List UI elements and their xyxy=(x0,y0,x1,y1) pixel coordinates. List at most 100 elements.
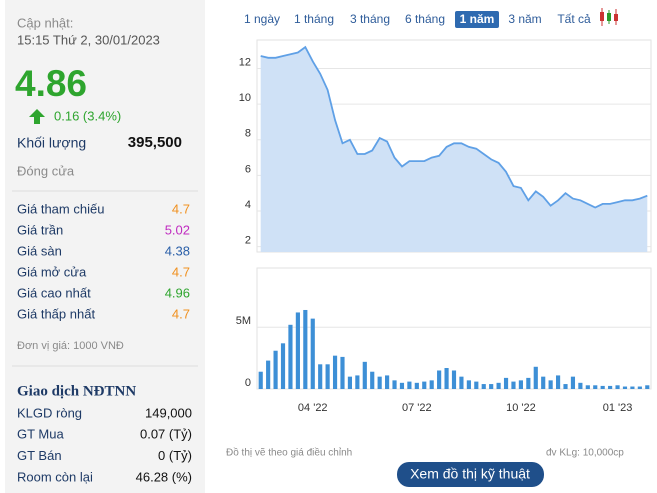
volume-bar xyxy=(377,376,382,389)
volume-bar xyxy=(325,364,330,389)
price-value: 4.7 xyxy=(172,201,190,216)
charts: 2 4 6 8 10 12 0 5M 04 '22 07 '22 10 '22 01 '23 xyxy=(236,39,652,414)
volume-bar xyxy=(407,381,412,389)
volume-bar xyxy=(422,381,427,389)
volume-bar xyxy=(273,350,278,389)
volume-bar xyxy=(437,370,442,389)
volume-bar xyxy=(258,371,263,389)
y-tick-label: 4 xyxy=(245,199,251,211)
foreign-label: Room còn lại xyxy=(17,469,93,484)
volume-bar xyxy=(533,366,538,389)
volume-bar xyxy=(310,318,315,389)
volume-bar xyxy=(399,382,405,389)
volume-bar xyxy=(593,385,598,389)
y-tick-label: 10 xyxy=(239,92,251,104)
volume-bar xyxy=(489,384,494,389)
volume-bar xyxy=(600,385,605,389)
foreign-value: 0.07 (Tỷ) xyxy=(140,427,192,442)
price-label: Giá sàn xyxy=(17,243,62,258)
price-value: 4.38 xyxy=(165,243,190,258)
volume-bar xyxy=(526,377,531,389)
volume-bar xyxy=(481,384,486,389)
volume-bar xyxy=(414,382,419,389)
volume-label: Khối lượng xyxy=(17,135,86,151)
foreign-label: GT Bán xyxy=(17,448,62,463)
y-tick-label: 2 xyxy=(245,235,251,247)
range-button[interactable]: 1 năm xyxy=(460,12,495,26)
range-button[interactable]: 3 tháng xyxy=(350,12,390,26)
range-button[interactable]: 1 ngày xyxy=(244,12,280,26)
volume-bar xyxy=(645,385,650,389)
volume-value: 395,500 xyxy=(128,134,182,151)
volume-bar xyxy=(288,324,293,389)
range-button-selected[interactable] xyxy=(455,11,499,28)
volume-bar xyxy=(451,370,457,389)
volume-bar xyxy=(444,368,449,389)
price-label: Giá trần xyxy=(17,222,63,237)
range-button[interactable]: 1 tháng xyxy=(294,12,334,26)
y-tick-label: 12 xyxy=(239,56,251,68)
volume-bar xyxy=(466,380,471,389)
volume-bar xyxy=(518,380,523,389)
footer-unit: đv KLg: 10,000cp xyxy=(546,448,624,459)
volume-bar xyxy=(295,312,300,389)
price-label: Giá tham chiếu xyxy=(17,201,104,216)
x-tick-label: 10 '22 xyxy=(506,402,536,414)
info-panel xyxy=(5,0,205,493)
y-tick-label: 0 xyxy=(245,377,251,389)
volume-bar xyxy=(496,382,501,389)
volume-bar xyxy=(459,376,464,389)
price: 4.86 xyxy=(15,63,87,104)
volume-bar xyxy=(548,380,553,389)
price-value: 4.7 xyxy=(172,264,190,279)
footer-note: Đồ thị vẽ theo giá điều chỉnh xyxy=(226,447,352,459)
range-button[interactable]: Tất cả xyxy=(557,12,591,26)
up-arrow xyxy=(29,109,45,124)
x-tick-label: 01 '23 xyxy=(603,402,633,414)
price-label: Giá mở cửa xyxy=(17,264,87,279)
foreign-label: GT Mua xyxy=(17,427,64,442)
status: Đóng cửa xyxy=(17,163,75,178)
range-button[interactable]: 6 tháng xyxy=(405,12,445,26)
volume-bar xyxy=(347,376,353,389)
range-button[interactable]: 3 năm xyxy=(508,12,541,26)
tech-chart-button-label[interactable]: Xem đồ thị kỹ thuật xyxy=(410,466,530,482)
tech-chart-button[interactable] xyxy=(397,462,544,487)
price-change: 0.16 (3.4%) xyxy=(54,108,121,123)
foreign-value: 149,000 xyxy=(145,405,192,420)
candle-body xyxy=(600,12,604,21)
foreign-value: 46.28 (%) xyxy=(136,469,192,484)
update-time: 15:15 Thứ 2, 30/01/2023 xyxy=(17,32,160,47)
volume-bar xyxy=(318,364,323,389)
price-label: Giá thấp nhất xyxy=(17,306,95,321)
volume-bar xyxy=(355,375,360,389)
y-tick-label: 8 xyxy=(245,128,251,140)
price-value: 5.02 xyxy=(165,222,190,237)
volume-bar xyxy=(578,382,583,389)
volume-bar xyxy=(541,376,546,389)
foreign-value: 0 (Tỷ) xyxy=(158,448,192,463)
volume-bar xyxy=(385,375,390,389)
foreign-title: Giao dịch NĐTNN xyxy=(17,383,136,399)
volume-bar xyxy=(392,380,397,389)
y-tick-label: 6 xyxy=(245,163,251,175)
volume-bar xyxy=(266,360,271,389)
price-value: 4.96 xyxy=(165,285,190,300)
volume-bar xyxy=(630,386,635,389)
price-value: 4.7 xyxy=(172,306,190,321)
volume-bar xyxy=(563,384,568,389)
volume-bar xyxy=(555,375,561,389)
volume-bar xyxy=(615,385,620,389)
y-tick-label: 5M xyxy=(236,315,251,327)
volume-bar xyxy=(332,355,338,389)
volume-bar xyxy=(362,361,367,389)
volume-bar xyxy=(303,309,308,389)
volume-bar xyxy=(503,377,509,389)
x-tick-label: 07 '22 xyxy=(402,402,432,414)
unit-note: Đơn vị giá: 1000 VNĐ xyxy=(17,340,124,352)
volume-bar xyxy=(429,380,434,389)
foreign-table: KLGD ròng 149,000 GT Mua 0.07 (Tỷ) GT Bán 0 (… xyxy=(17,405,192,484)
foreign-label: KLGD ròng xyxy=(17,405,82,420)
candle-icon[interactable] xyxy=(600,8,618,26)
